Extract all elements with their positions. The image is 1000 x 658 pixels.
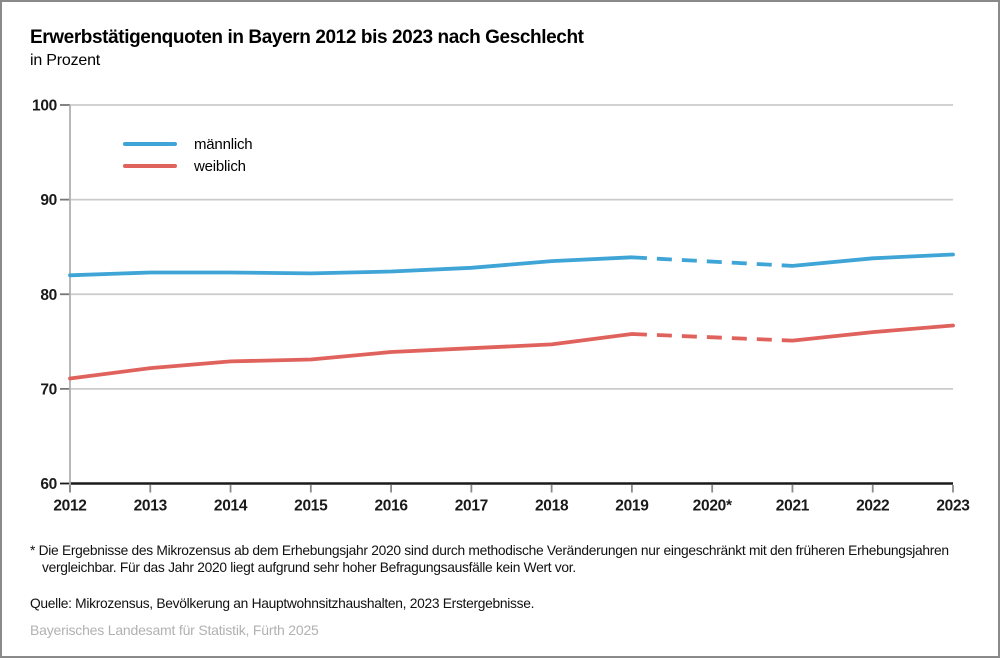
legend-label-weiblich: weiblich [194, 157, 246, 175]
x-tick-label: 2014 [214, 498, 248, 515]
y-tick-label: 60 [40, 476, 57, 493]
legend: männlich weiblich [123, 133, 253, 177]
x-tick-label: 2015 [294, 498, 328, 515]
x-tick-label: 2018 [535, 498, 569, 515]
source-line: Quelle: Mikrozensus, Bevölkerung an Haup… [30, 596, 535, 611]
chart-title: Erwerbstätigenquoten in Bayern 2012 bis … [30, 27, 584, 48]
legend-line-swatch-maennlich [123, 142, 177, 146]
x-tick-label: 2016 [374, 498, 408, 515]
series-line-dashed-weiblich [631, 332, 793, 343]
x-tick-label: 2020* [693, 498, 733, 515]
series-line-weiblich [790, 323, 955, 343]
legend-label-maennlich: männlich [194, 135, 253, 153]
publisher-line: Bayerisches Landesamt für Statistik, Für… [30, 622, 319, 638]
series-line-männlich [790, 252, 955, 268]
x-tick-label: 2012 [53, 498, 86, 515]
footnote-text: Die Ergebnisse des Mikrozensus ab dem Er… [38, 543, 949, 575]
y-tick-label: 90 [40, 192, 57, 209]
line-chart-canvas: 60 70 80 90 100 2012 2013 2014 2015 2016 2017 2018 2… [32, 98, 971, 515]
footnote: * Die Ergebnisse des Mikrozensus ab dem … [30, 543, 954, 576]
series-line-weiblich [68, 332, 634, 381]
x-tick-label: 2023 [936, 498, 970, 515]
footnote-marker: * [30, 543, 36, 558]
x-tick-label: 2017 [455, 498, 488, 515]
x-tick-label: 2021 [776, 498, 810, 515]
series-line-dashed-männlich [631, 255, 793, 268]
series-line-männlich [68, 255, 634, 278]
y-tick-label: 70 [40, 381, 57, 398]
chart-subtitle: in Prozent [30, 52, 101, 69]
y-tick-label: 100 [32, 98, 57, 115]
y-tick-label: 80 [40, 287, 57, 304]
x-tick-label: 2013 [134, 498, 168, 515]
x-tick-label: 2019 [615, 498, 649, 515]
legend-item-weiblich: weiblich [123, 155, 252, 177]
x-tick-label: 2022 [856, 498, 889, 515]
legend-line-swatch-weiblich [123, 164, 177, 168]
legend-item-maennlich: männlich [123, 133, 253, 155]
